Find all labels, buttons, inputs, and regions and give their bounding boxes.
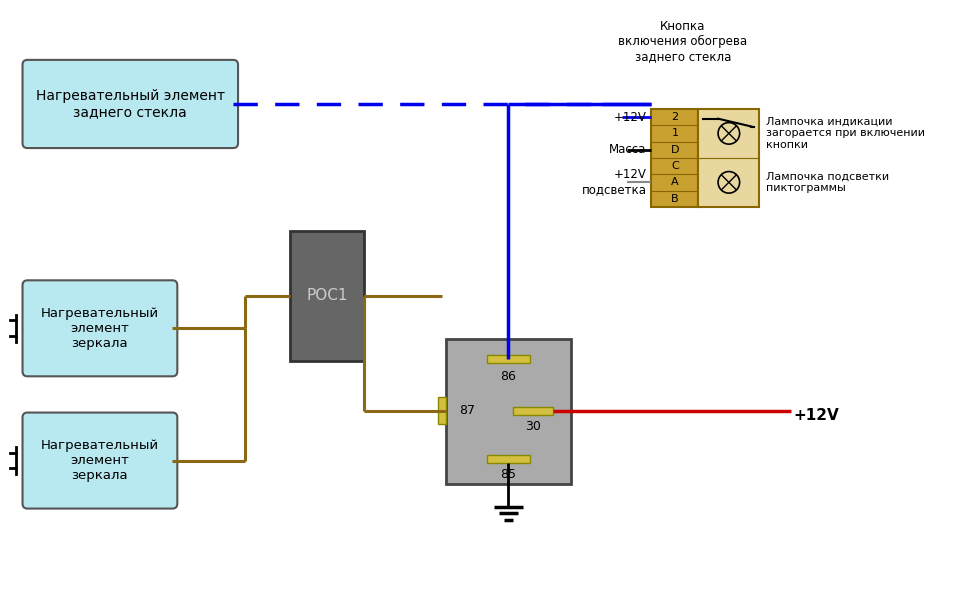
Bar xyxy=(699,109,759,207)
Bar xyxy=(487,455,530,463)
Text: Лампочка подсветки
пиктограммы: Лампочка подсветки пиктограммы xyxy=(766,172,889,193)
Text: +12V: +12V xyxy=(613,110,647,123)
Text: Нагревательный
элемент
зеркала: Нагревательный элемент зеркала xyxy=(41,307,159,350)
Bar xyxy=(487,355,530,363)
Text: B: B xyxy=(671,194,679,204)
Text: 86: 86 xyxy=(500,370,516,383)
FancyBboxPatch shape xyxy=(22,60,238,148)
Text: 85: 85 xyxy=(500,468,516,481)
Text: Масса: Масса xyxy=(610,143,647,156)
Text: C: C xyxy=(671,161,679,171)
Bar xyxy=(445,339,571,484)
Text: Нагревательный элемент
заднего стекла: Нагревательный элемент заднего стекла xyxy=(36,89,225,119)
Text: +12V
подсветка: +12V подсветка xyxy=(582,168,647,196)
Text: A: A xyxy=(671,178,679,188)
Text: D: D xyxy=(671,145,680,155)
Text: 1: 1 xyxy=(671,129,679,139)
Text: +12V: +12V xyxy=(794,408,839,423)
Bar xyxy=(438,397,445,424)
Bar xyxy=(514,407,553,415)
Text: 87: 87 xyxy=(460,404,475,417)
FancyBboxPatch shape xyxy=(22,412,178,509)
FancyBboxPatch shape xyxy=(22,280,178,376)
Bar xyxy=(290,231,365,360)
Text: 30: 30 xyxy=(525,419,541,433)
Text: Кнопка
включения обогрева
заднего стекла: Кнопка включения обогрева заднего стекла xyxy=(618,19,748,63)
Text: Лампочка индикации
загорается при включении
кнопки: Лампочка индикации загорается при включе… xyxy=(766,117,925,150)
Text: Нагревательный
элемент
зеркала: Нагревательный элемент зеркала xyxy=(41,439,159,482)
Bar xyxy=(652,109,699,207)
Text: 2: 2 xyxy=(671,112,679,122)
Text: РОС1: РОС1 xyxy=(306,289,348,303)
